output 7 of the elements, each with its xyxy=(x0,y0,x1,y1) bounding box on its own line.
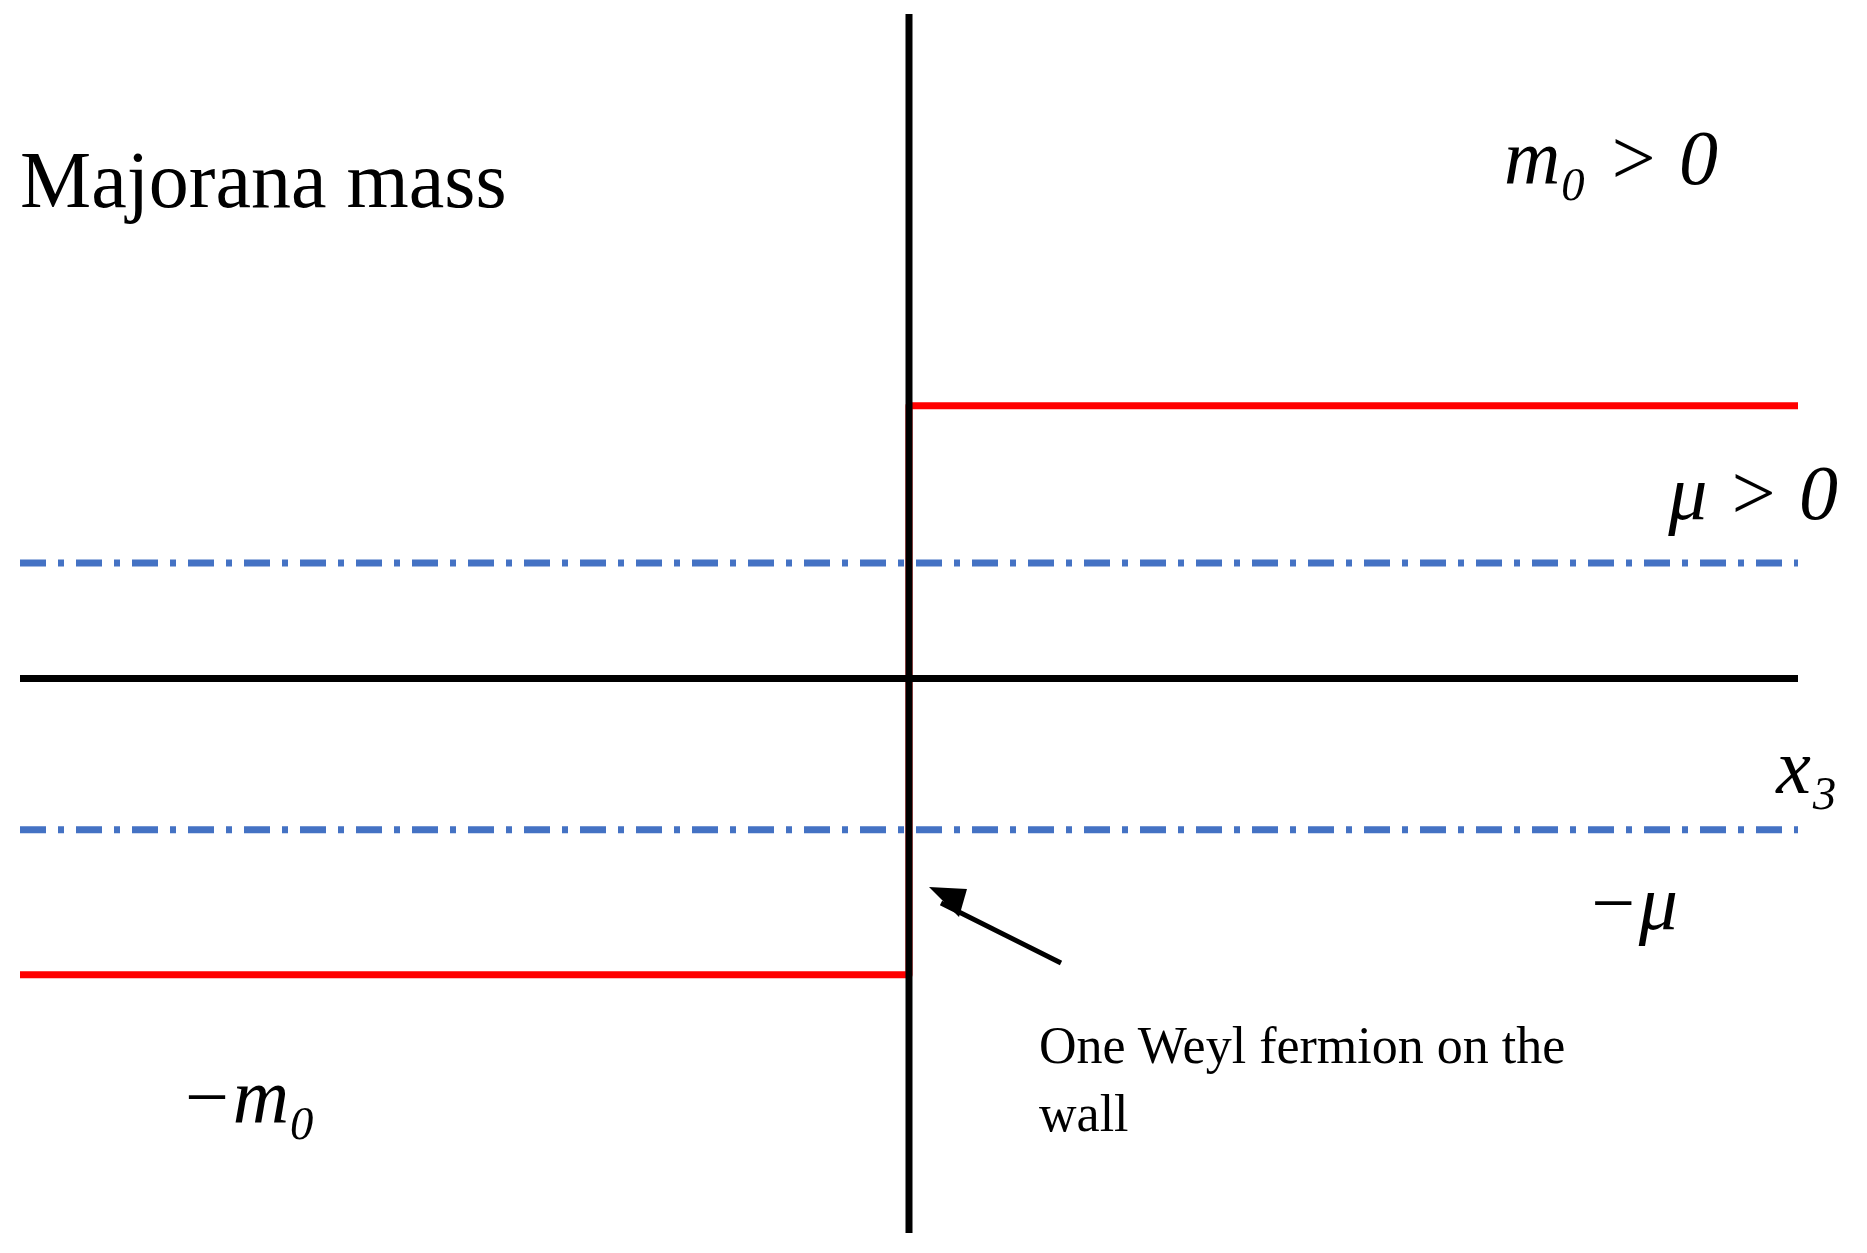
series-label: −μ xyxy=(1586,859,1678,947)
text: m₀ > 0 xyxy=(1503,113,1718,201)
x-axis-title: x₃ xyxy=(1775,723,1838,810)
series-label: μ > 0 xyxy=(1667,449,1838,537)
text: One Weyl fermion on the wall xyxy=(1039,1016,1566,1142)
chart-title: Majorana mass xyxy=(20,136,507,225)
text: −m₀ xyxy=(180,1052,317,1140)
